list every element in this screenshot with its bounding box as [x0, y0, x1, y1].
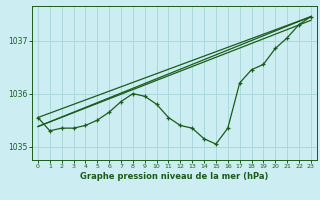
X-axis label: Graphe pression niveau de la mer (hPa): Graphe pression niveau de la mer (hPa) [80, 172, 268, 181]
